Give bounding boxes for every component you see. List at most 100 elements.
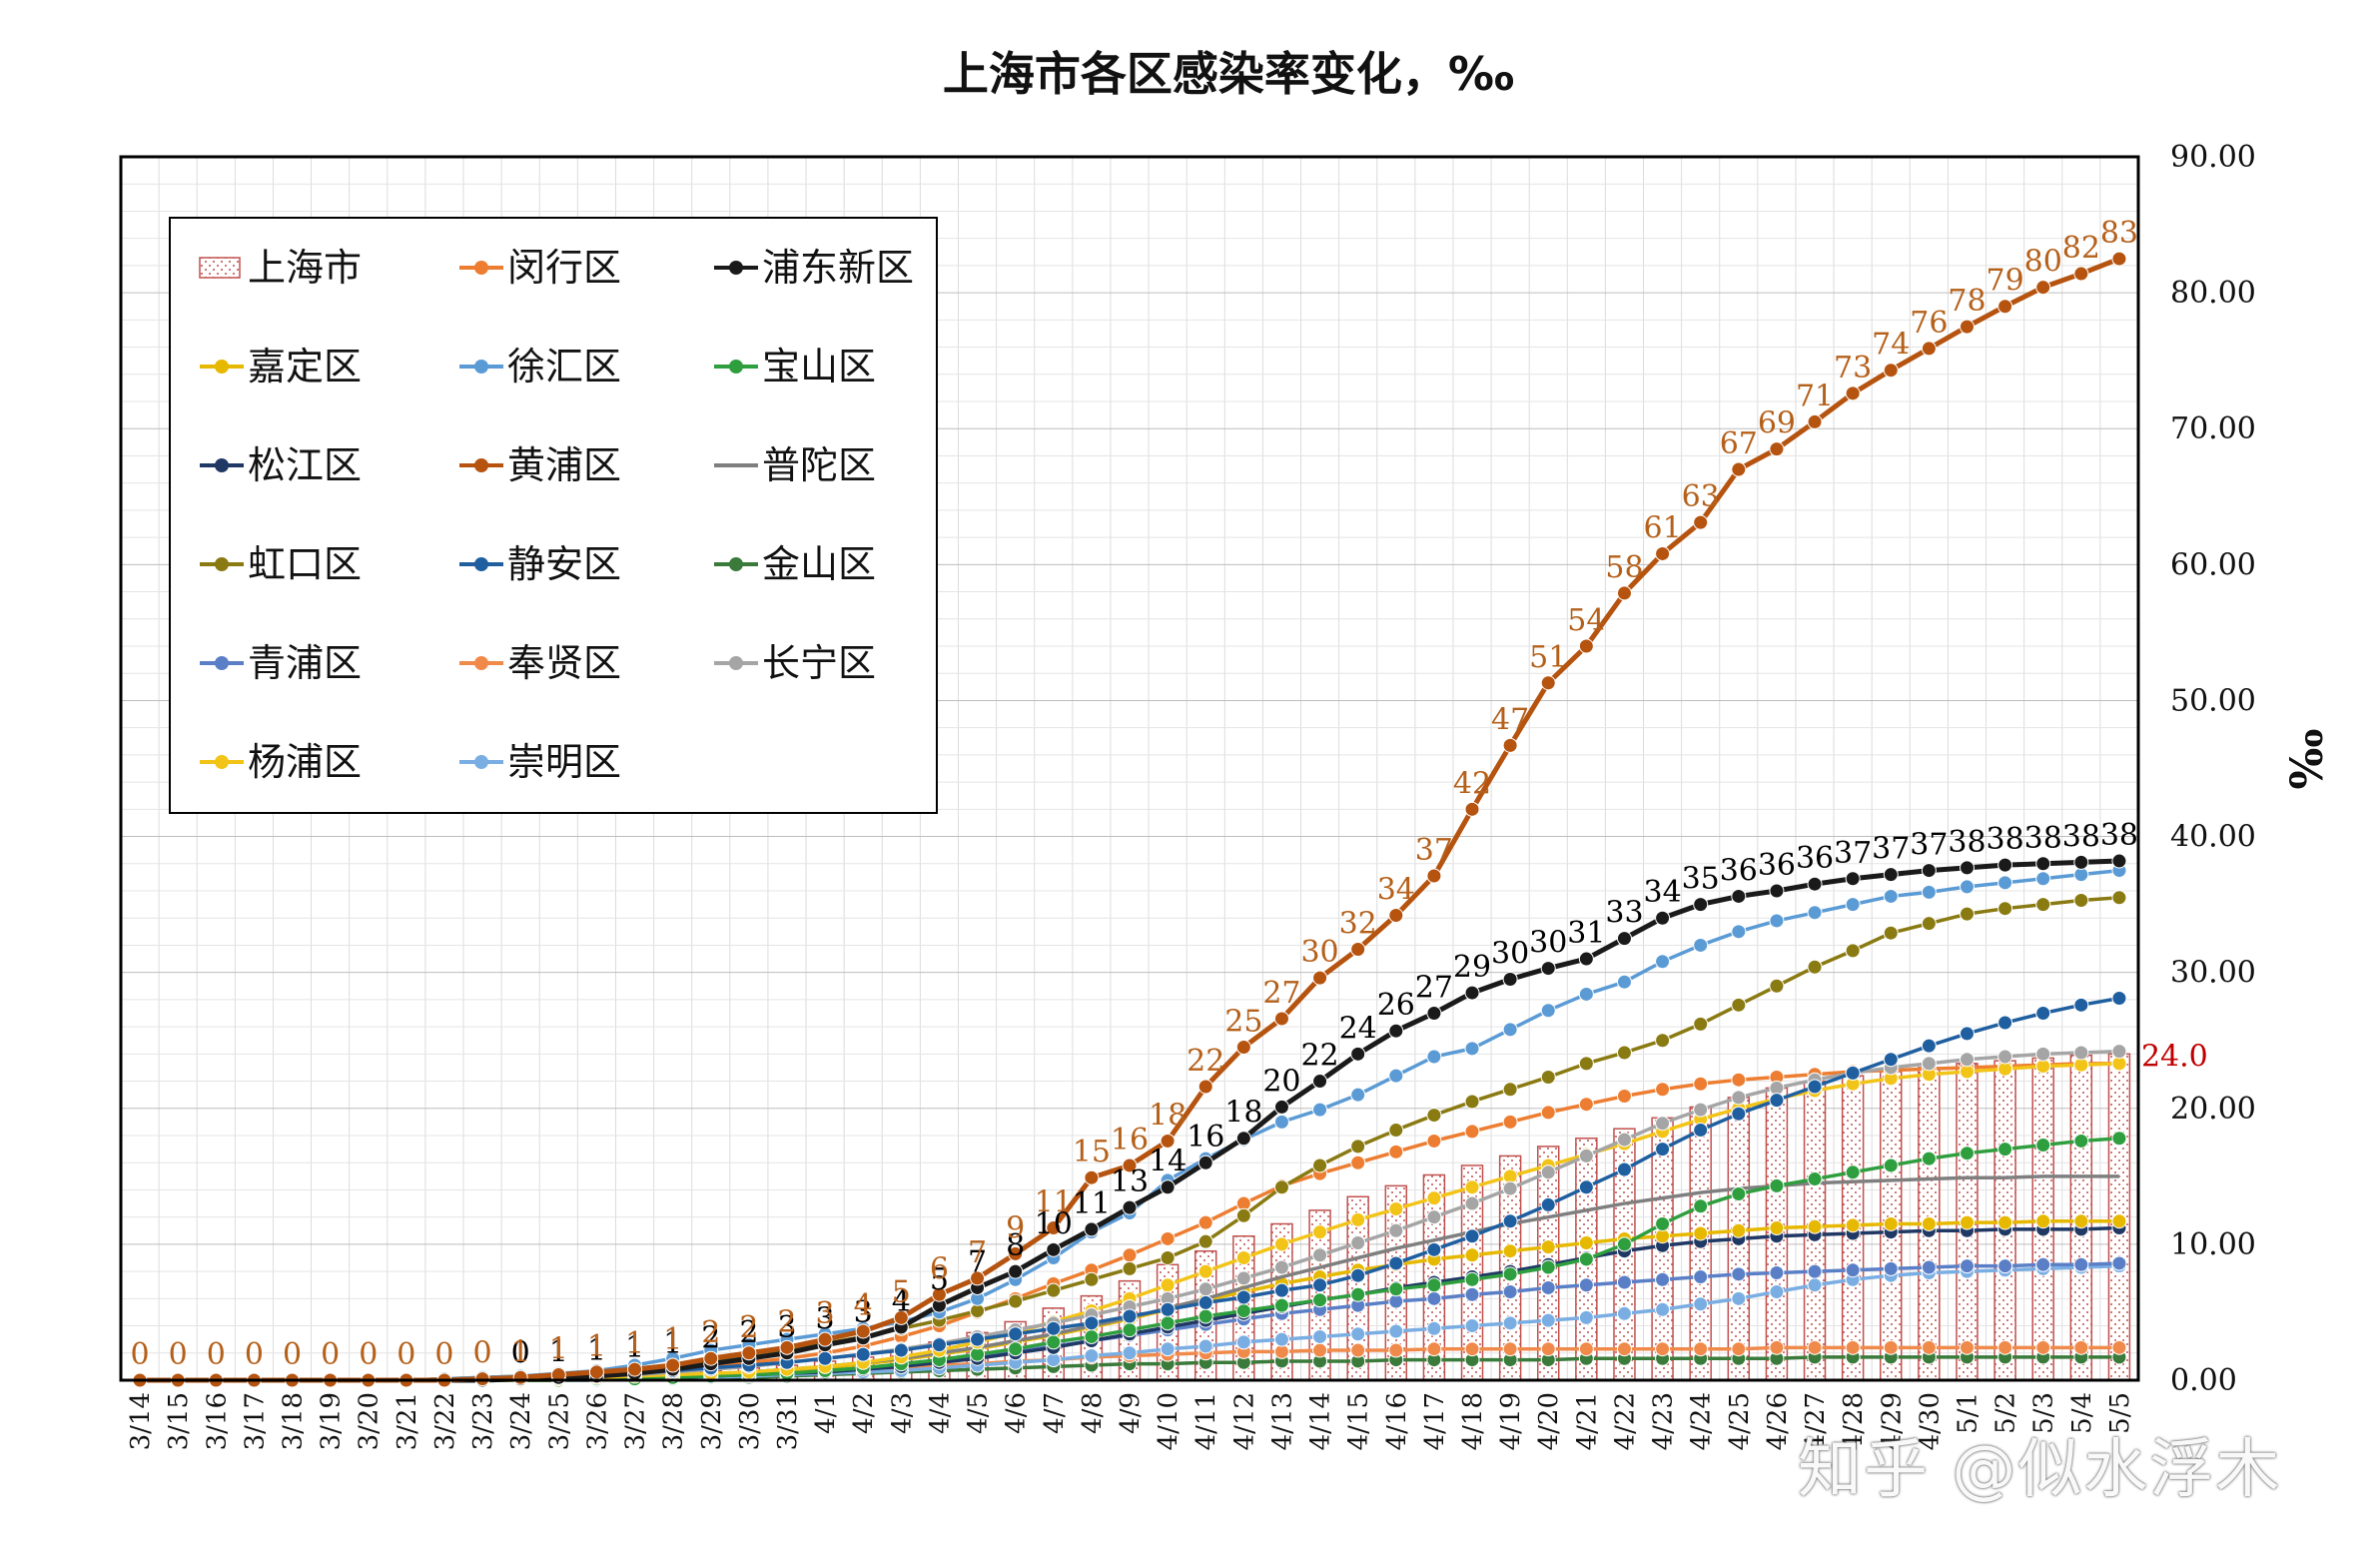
data-label-浦东新区: 29 (1453, 950, 1491, 985)
data-label-浦东新区: 2 (701, 1321, 720, 1356)
data-label-黄浦区: 82 (2062, 231, 2100, 266)
series-point-崇明区 (1807, 1277, 1823, 1293)
series-point-静安区 (1464, 1228, 1480, 1244)
x-tick-label: 4/4 (925, 1392, 955, 1434)
x-tick-label: 4/29 (1877, 1392, 1907, 1450)
series-point-闵行区 (1693, 1076, 1709, 1092)
series-point-宝山区 (2035, 1138, 2051, 1154)
data-label-黄浦区: 22 (1187, 1044, 1224, 1079)
series-point-浦东新区 (1959, 860, 1975, 876)
series-point-浦东新区 (1731, 888, 1747, 904)
series-point-宝山区 (1273, 1297, 1289, 1313)
series-point-黄浦区 (512, 1369, 528, 1385)
series-point-奉贤区 (1845, 1339, 1861, 1355)
series-point-虹口区 (1921, 916, 1937, 932)
x-tick-label: 4/22 (1610, 1392, 1640, 1450)
series-point-长宁区 (1388, 1222, 1404, 1238)
series-point-虹口区 (2111, 890, 2127, 906)
data-label-浦东新区: 1 (587, 1333, 606, 1368)
series-point-奉贤区 (1921, 1339, 1937, 1355)
legend-swatch-marker (474, 755, 488, 769)
series-point-浦东新区 (1540, 961, 1556, 977)
series-point-虹口区 (1616, 1045, 1632, 1061)
series-point-青浦区 (1997, 1258, 2013, 1274)
series-point-浦东新区 (1350, 1046, 1366, 1062)
x-tick-label: 3/17 (240, 1392, 270, 1450)
data-label-黄浦区: 71 (1796, 379, 1834, 413)
series-point-长宁区 (1959, 1052, 1975, 1068)
series-point-静安区 (1578, 1179, 1594, 1195)
data-label-浦东新区: 14 (1149, 1145, 1187, 1179)
series-point-浦东新区 (1769, 883, 1785, 899)
series-point-静安区 (1160, 1301, 1176, 1317)
series-point-静安区 (1122, 1308, 1138, 1324)
series-point-杨浦区 (1312, 1224, 1328, 1240)
series-point-崇明区 (1235, 1334, 1251, 1350)
series-point-崇明区 (1084, 1348, 1100, 1363)
series-point-浦东新区 (2111, 853, 2127, 869)
series-point-黄浦区 (1388, 908, 1404, 923)
series-point-虹口区 (1655, 1033, 1671, 1049)
legend-label: 浦东新区 (762, 246, 914, 290)
x-tick-label: 4/10 (1154, 1392, 1184, 1450)
x-tick-label: 4/27 (1801, 1392, 1831, 1450)
x-tick-label: 4/9 (1116, 1392, 1146, 1434)
series-point-黄浦区 (1122, 1158, 1138, 1173)
data-label-黄浦区: 4 (854, 1288, 873, 1323)
series-point-长宁区 (1464, 1195, 1480, 1211)
legend-label: 崇明区 (507, 740, 621, 784)
series-point-黄浦区 (1807, 413, 1823, 429)
series-point-黄浦区 (2073, 266, 2089, 282)
series-point-长宁区 (1426, 1209, 1442, 1225)
series-point-静安区 (1388, 1255, 1404, 1271)
x-tick-label: 3/25 (544, 1392, 574, 1450)
x-tick-label: 3/19 (317, 1392, 347, 1450)
data-label-黄浦区: 0 (321, 1337, 340, 1372)
series-point-崇明区 (1122, 1345, 1138, 1361)
series-point-虹口区 (1845, 943, 1861, 959)
x-tick-label: 4/18 (1458, 1392, 1488, 1450)
data-label-黄浦区: 0 (434, 1337, 453, 1372)
series-point-静安区 (1693, 1123, 1709, 1139)
series-point-嘉定区 (1464, 1247, 1480, 1263)
legend-swatch-marker (729, 557, 743, 571)
series-point-徐汇区 (1997, 875, 2013, 891)
series-point-浦东新区 (1160, 1179, 1176, 1195)
data-label-黄浦区: 2 (739, 1310, 758, 1345)
x-tick-label: 4/1 (811, 1392, 841, 1434)
series-point-浦东新区 (1502, 971, 1518, 987)
series-point-黄浦区 (1845, 386, 1861, 401)
series-point-青浦区 (1502, 1284, 1518, 1300)
series-point-虹口区 (1426, 1108, 1442, 1124)
series-point-静安区 (1084, 1315, 1100, 1331)
series-point-黄浦区 (1312, 970, 1328, 986)
legend-label: 虹口区 (248, 542, 362, 586)
series-point-崇明区 (1616, 1305, 1632, 1321)
data-label-浦东新区: 36 (1796, 841, 1834, 876)
series-point-虹口区 (1312, 1158, 1328, 1173)
y-tick-label: 60.00 (2170, 547, 2256, 582)
legend-label: 奉贤区 (507, 641, 621, 685)
x-tick-label: 3/21 (393, 1392, 422, 1450)
series-point-徐汇区 (1921, 884, 1937, 900)
series-point-浦东新区 (1578, 951, 1594, 967)
series-point-嘉定区 (1845, 1217, 1861, 1233)
watermark: 知乎 @似水浮木 (1798, 1433, 2282, 1507)
legend-label: 金山区 (762, 542, 876, 586)
series-point-黄浦区 (1693, 514, 1709, 530)
series-point-静安区 (855, 1346, 871, 1362)
data-label-黄浦区: 0 (397, 1337, 415, 1372)
data-label-黄浦区: 80 (2024, 245, 2062, 280)
data-label-黄浦区: 9 (1006, 1210, 1025, 1245)
data-label-浦东新区: 36 (1758, 848, 1796, 883)
series-point-黄浦区 (2035, 280, 2051, 296)
series-point-徐汇区 (1769, 913, 1785, 929)
x-tick-label: 3/27 (621, 1392, 651, 1450)
x-tick-label: 4/14 (1306, 1392, 1336, 1450)
x-tick-label: 4/12 (1229, 1392, 1259, 1450)
x-tick-label: 4/2 (849, 1392, 879, 1434)
series-point-徐汇区 (1845, 897, 1861, 913)
series-point-闵行区 (1616, 1089, 1632, 1105)
series-point-崇明区 (1731, 1290, 1747, 1306)
x-tick-label: 4/15 (1344, 1392, 1374, 1450)
